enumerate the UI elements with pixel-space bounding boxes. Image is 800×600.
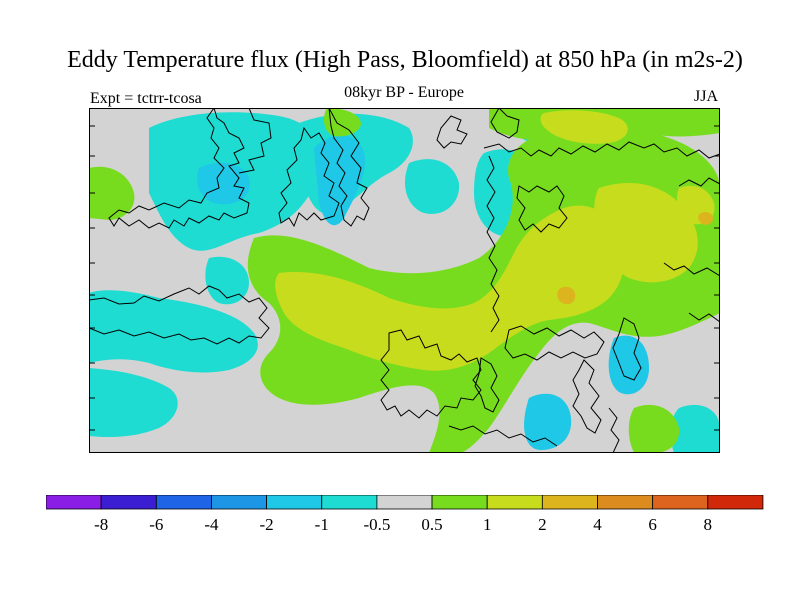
east-peak-spot <box>698 211 714 225</box>
scandinavia-coast <box>278 126 340 228</box>
colorbar-swatch <box>100 495 157 510</box>
colorbar-swatch <box>321 495 378 510</box>
colorbar-swatch <box>486 495 543 510</box>
colorbar-swatch <box>652 495 709 510</box>
colorbar-swatch <box>541 495 598 510</box>
middle-east-negative-area <box>670 404 720 453</box>
colorbar-swatch <box>46 495 102 510</box>
atlantic-west-negative-area <box>89 290 258 373</box>
colorbar-tick-label: -4 <box>204 515 219 534</box>
europe-west-coast <box>89 285 270 345</box>
colorbar-tick-label: -0.5 <box>363 515 390 534</box>
russia-north-coast <box>483 141 720 159</box>
caspian-coast <box>612 317 642 381</box>
kara-coast <box>490 108 520 139</box>
east-asia-coast <box>663 262 720 277</box>
europe-strong-positive-area <box>275 205 625 371</box>
ural-inland-line <box>486 155 500 333</box>
colorbar-tick-label: 0.5 <box>421 515 442 534</box>
italy-coast <box>474 357 500 413</box>
peak-flux-areas <box>557 211 714 305</box>
north-coast-west <box>238 108 272 174</box>
russia-peak-spot <box>557 286 576 305</box>
colorbar-swatch <box>155 495 212 510</box>
mediterranean-coast <box>380 329 482 419</box>
colorbar-tick-label: -8 <box>94 515 108 534</box>
caspian-negative-area <box>608 335 649 395</box>
colorbar-labels: -8 -6 -4 -2 -1 -0.5 0.5 1 2 4 6 8 <box>94 515 712 534</box>
north-africa-coast <box>448 425 558 447</box>
colorbar-swatch <box>707 495 764 510</box>
novaya-zemlya-coast <box>328 108 370 227</box>
greenland-iceland-coast <box>108 108 250 229</box>
map-frame <box>89 108 720 453</box>
svalbard-coast <box>436 115 468 149</box>
north-africa-negative-area <box>524 393 572 450</box>
coastlines <box>89 108 720 453</box>
colorbar-swatch <box>211 495 267 510</box>
colorbar-tick-label: -1 <box>315 515 329 534</box>
gulf-coast <box>608 407 620 453</box>
colorbar-swatch <box>376 495 433 510</box>
colorbar-tick-label: 8 <box>704 515 713 534</box>
colorbar-tick-label: -6 <box>149 515 163 534</box>
iberia-negative-area <box>205 256 249 305</box>
south-positive-area <box>628 404 680 453</box>
arctic-strong-positive-area <box>540 110 628 144</box>
baltic-coast <box>516 185 568 233</box>
colorbar: -8 -6 -4 -2 -1 -0.5 0.5 1 2 4 6 8 <box>46 495 764 534</box>
middle-east-coast <box>572 359 602 434</box>
map-title: Eddy Temperature flux (High Pass, Bloomf… <box>67 47 743 73</box>
west-positive-area <box>89 166 135 220</box>
colorbar-swatch <box>266 495 323 510</box>
iceland-negative-area <box>197 162 250 205</box>
colorbar-tick-label: 6 <box>648 515 657 534</box>
asia-minor-coast <box>504 325 605 361</box>
colorbar-tick-label: 1 <box>483 515 492 534</box>
colorbar-tick-label: 2 <box>538 515 547 534</box>
experiment-label: Expt = tctrr-tcosa <box>90 90 202 107</box>
colorbar-swatches <box>46 495 764 510</box>
flux-map <box>89 108 720 453</box>
colorbar-tick-label: 4 <box>593 515 602 534</box>
east-peninsula-coast <box>678 177 720 187</box>
colorbar-tick-label: -2 <box>260 515 274 534</box>
russia-strong-positive-area <box>594 183 698 283</box>
season-label: JJA <box>693 88 718 105</box>
barents-negative-area <box>404 159 460 214</box>
atlantic-southwest-negative-area <box>89 368 178 438</box>
colorbar-swatch <box>431 495 488 510</box>
far-east-coast-lower <box>688 312 720 323</box>
period-region-label: 08kyr BP - Europe <box>344 84 464 101</box>
colorbar-swatch <box>597 495 654 510</box>
strong-positive-flux-areas <box>275 110 715 371</box>
